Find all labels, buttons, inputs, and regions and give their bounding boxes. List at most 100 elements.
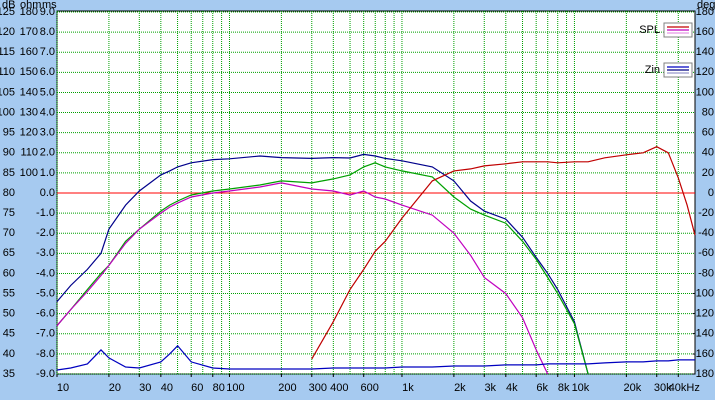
x-tick-label: 1k [402, 382, 414, 394]
ms-tick-label: 3.0 [40, 127, 55, 139]
y-tick-label: 110 [0, 66, 15, 78]
y-tick-label: 45 [3, 328, 15, 340]
x-tick-label: 20 [109, 382, 121, 394]
ms-tick-label: -6.0 [36, 308, 55, 320]
ms-tick-label: -9.0 [36, 368, 55, 380]
y-tick-label: 115 [0, 46, 15, 58]
y-tick-label: 100 [0, 106, 15, 118]
ms-tick-label: -3.0 [36, 247, 55, 259]
x-tick-label: 300 [309, 382, 327, 394]
y2-tick-label: -140 [692, 328, 714, 340]
y2-tick-label: 60 [702, 127, 714, 139]
ohm-tick-label: 110 [20, 147, 38, 159]
ohm-tick-label: 120 [20, 127, 38, 139]
x-tick-label: 600 [361, 382, 379, 394]
x-tick-label: 10k [572, 382, 590, 394]
series-line [56, 344, 695, 371]
ms-tick-label: 1.0 [40, 167, 55, 179]
legend-label: Zin [645, 64, 660, 76]
ms-tick-label: -5.0 [36, 287, 55, 299]
ms-tick-label: 0.0 [40, 187, 55, 199]
y2-tick-label: -40 [698, 227, 714, 239]
y-tick-label: 65 [3, 247, 15, 259]
ohm-tick-label: 160 [20, 46, 38, 58]
x-tick-label: 30 [139, 382, 151, 394]
ms-tick-label: 8.0 [40, 26, 55, 38]
y2-tick-label: 140 [696, 46, 714, 58]
y2-tick-label: -80 [698, 267, 714, 279]
x-tick-label: 10 [57, 382, 69, 394]
x-tick-label: 2k [454, 382, 466, 394]
y2-tick-label: 80 [702, 106, 714, 118]
ohm-tick-label: 170 [20, 26, 38, 38]
ms-tick-label: -2.0 [36, 227, 55, 239]
y-tick-label: 95 [3, 127, 15, 139]
x-tick-label: 6k [536, 382, 548, 394]
x-tick-label: 4k [506, 382, 518, 394]
x-tick-label: 60 [191, 382, 203, 394]
ms-tick-label: 9.0 [40, 6, 55, 18]
ohm-tick-label: 100 [20, 167, 38, 179]
y-tick-label: 120 [0, 26, 15, 38]
y-tick-label: 70 [3, 227, 15, 239]
y2-tick-label: -160 [692, 348, 714, 360]
y2-tick-label: -120 [692, 308, 714, 320]
y-tick-label: 80 [3, 187, 15, 199]
y2-tick-label: 120 [696, 66, 714, 78]
series-line [311, 146, 696, 360]
y2-tick-label: 160 [696, 26, 714, 38]
series-line [56, 162, 589, 375]
x-tick-label: 30k [654, 382, 672, 394]
x-tick-label: 200 [278, 382, 296, 394]
ms-tick-label: 5.0 [40, 86, 55, 98]
x-tick-label: 8k [558, 382, 570, 394]
x-tick-label: 3k [484, 382, 496, 394]
y-tick-label: 90 [3, 147, 15, 159]
legend-label: SPL [639, 24, 660, 36]
ms-tick-label: -1.0 [36, 207, 55, 219]
ohm-axis-title: ohm [20, 0, 41, 11]
y-tick-label: 105 [0, 86, 15, 98]
y-tick-label: 75 [3, 207, 15, 219]
y2-tick-label: -20 [698, 207, 714, 219]
y2-tick-label: -180 [692, 368, 714, 380]
y2-tick-label: -100 [692, 287, 714, 299]
y-tick-label: 55 [3, 287, 15, 299]
x-tick-label: 40kHz [669, 382, 700, 394]
ms-tick-label: 2.0 [40, 147, 55, 159]
ms-axis-title: ms [42, 0, 57, 11]
y2-axis-title: deg [697, 0, 715, 11]
ms-tick-label: -4.0 [36, 267, 55, 279]
ms-tick-label: -7.0 [36, 328, 55, 340]
y2-tick-label: 40 [702, 147, 714, 159]
x-tick-label: 100 [226, 382, 244, 394]
series-line [56, 182, 549, 375]
ms-tick-label: 6.0 [40, 66, 55, 78]
ms-tick-label: 4.0 [40, 106, 55, 118]
y-tick-label: 85 [3, 167, 15, 179]
y2-tick-label: 0 [708, 187, 714, 199]
series-line [56, 153, 589, 375]
x-tick-label: 40 [161, 382, 173, 394]
y-axis-title: dB [2, 0, 15, 11]
y-tick-label: 125 [0, 6, 15, 18]
x-tick-label: 20k [623, 382, 641, 394]
y-tick-label: 50 [3, 308, 15, 320]
y2-tick-label: 100 [696, 86, 714, 98]
ohm-tick-label: 150 [20, 66, 38, 78]
ms-tick-label: 7.0 [40, 46, 55, 58]
x-tick-label: 400 [330, 382, 348, 394]
ohm-tick-label: 140 [20, 86, 38, 98]
y2-tick-label: 180 [696, 6, 714, 18]
y2-tick-label: -60 [698, 247, 714, 259]
x-tick-label: 80 [213, 382, 225, 394]
y-tick-label: 40 [3, 348, 15, 360]
y-tick-label: 35 [3, 368, 15, 380]
y2-tick-label: 20 [702, 167, 714, 179]
y-tick-label: 60 [3, 267, 15, 279]
ohm-tick-label: 130 [20, 106, 38, 118]
ms-tick-label: -8.0 [36, 348, 55, 360]
ohm-tick-label: 180 [20, 6, 38, 18]
